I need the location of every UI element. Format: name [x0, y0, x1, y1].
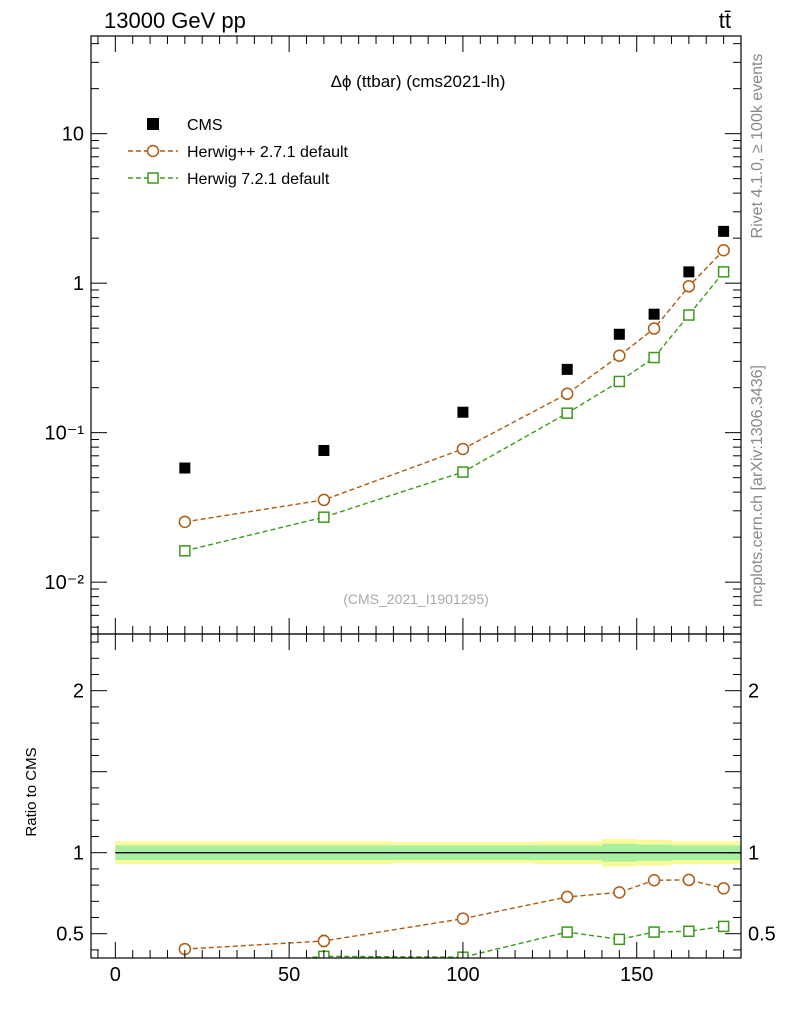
energy-label: 13000 GeV pp [104, 8, 246, 33]
ratio-line-herwig7 [298, 925, 724, 958]
x-tick-label: 150 [620, 964, 653, 986]
ratio-panel: 0.5 0.5 1 1 2 2 0 50 100 150 Ratio to CMS [23, 633, 776, 986]
herwig-pp-point [647, 322, 661, 335]
ratio-herwig-pp-point [717, 882, 730, 895]
ratio-herwig7-point [561, 926, 573, 938]
legend-label: Herwig 7.2.1 default [187, 171, 330, 188]
ratio-herwig-pp-point [456, 912, 470, 925]
ratio-y-tick-label-right: 1 [748, 843, 759, 865]
ratio-y-tick-label-right: 2 [748, 681, 759, 703]
legend-marker-herwig-pp [146, 144, 160, 158]
ratio-axes: 0.5 0.5 1 1 2 2 0 50 100 150 [56, 633, 776, 986]
y-tick-label: 1 [73, 273, 84, 295]
ratio-herwig-pp-point [560, 890, 574, 904]
herwig7-point [561, 407, 573, 419]
y-tick-label: 10⁻² [45, 572, 85, 594]
ratio-line-herwig-pp [184, 879, 724, 950]
cms-data-point [561, 363, 573, 375]
herwig7-point [457, 466, 469, 478]
cms-data-point [179, 462, 191, 474]
herwig7-point [717, 266, 730, 278]
legend-label: CMS [187, 117, 223, 134]
cms-data-point [718, 225, 730, 237]
ratio-y-axis-label: Ratio to CMS [23, 747, 40, 836]
x-tick-label: 100 [446, 964, 479, 986]
cms-data-point [613, 328, 625, 340]
main-panel: 10⁻² 10⁻¹ 1 10 Δϕ (ttbar) (cms2021-lh) (CMS… [45, 35, 742, 635]
legend: CMS Herwig++ 2.7.1 default Herwig 7.2.1 de… [128, 117, 349, 188]
cms-data-point [683, 266, 695, 278]
herwig7-point [613, 375, 626, 388]
x-tick-label: 0 [110, 964, 121, 986]
ratio-herwig-pp-point [317, 934, 331, 948]
rivet-version-label: Rivet 4.1.0, ≥ 100k events [749, 54, 766, 239]
ratio-herwig7-point [613, 933, 626, 946]
main-plot-title: Δϕ (ttbar) (cms2021-lh) [331, 72, 506, 91]
y-tick-label: 10⁻¹ [45, 423, 85, 445]
herwig-pp-point [317, 493, 331, 507]
herwig7-point [648, 351, 660, 364]
ratio-herwig-pp-point [682, 873, 696, 887]
series-line-herwig-pp [184, 249, 725, 523]
cms-data-point [318, 444, 330, 456]
cms-data-point [648, 308, 660, 320]
cms-data-point [457, 406, 469, 418]
herwig7-point [179, 545, 191, 557]
herwig-pp-point [560, 387, 574, 401]
ratio-y-tick-label-right: 0.5 [748, 924, 776, 946]
y-tick-label: 10 [62, 124, 84, 146]
analysis-watermark: (CMS_2021_I1901295) [343, 591, 489, 607]
herwig-pp-point [682, 280, 696, 293]
herwig-pp-point [613, 349, 626, 362]
herwig7-point [683, 309, 695, 321]
legend-marker-cms [147, 118, 159, 130]
main-data-layer [178, 225, 730, 557]
legend-marker-herwig7 [147, 172, 159, 184]
ratio-y-tick-label-left: 2 [73, 681, 84, 703]
herwig7-point [318, 511, 330, 523]
ratio-herwig7-point [648, 926, 660, 938]
mcplots-label: mcplots.cern.ch [arXiv:1306.3436] [749, 365, 766, 607]
ratio-data-layer [115, 838, 741, 974]
legend-label: Herwig++ 2.7.1 default [187, 144, 349, 161]
ratio-herwig7-point [683, 925, 695, 938]
ratio-herwig-pp-point [613, 886, 626, 899]
process-label: tt̄ [719, 8, 731, 33]
ratio-herwig7-point [180, 964, 190, 974]
ratio-herwig7-point [717, 920, 730, 933]
ratio-herwig-pp-point [647, 873, 661, 887]
ratio-y-tick-label-left: 1 [73, 843, 84, 865]
herwig-pp-point [178, 515, 192, 529]
ratio-y-tick-label-left: 0.5 [56, 924, 84, 946]
ratio-frame [90, 633, 742, 959]
herwig-pp-point [456, 442, 470, 456]
herwig-pp-point [717, 243, 730, 257]
x-tick-label: 50 [278, 964, 300, 986]
